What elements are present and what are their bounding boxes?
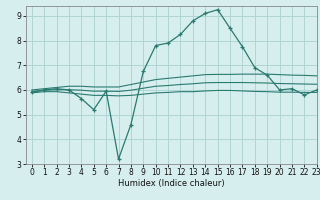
- X-axis label: Humidex (Indice chaleur): Humidex (Indice chaleur): [118, 179, 225, 188]
